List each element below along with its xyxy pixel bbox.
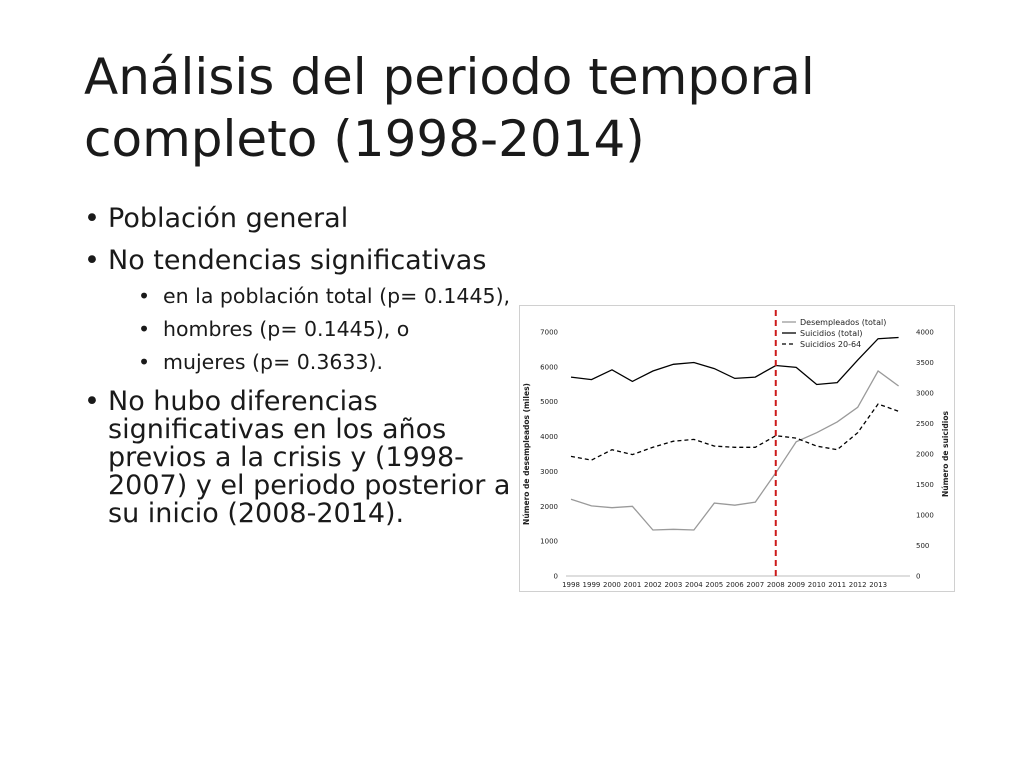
- sub-bullet-mujeres: mujeres (p= 0.3633).: [108, 351, 514, 375]
- y2-tick-label: 1000: [916, 512, 934, 520]
- y2-tick-label: 2500: [916, 420, 934, 428]
- x-tick-label: 2006: [726, 581, 744, 589]
- y-tick-label: 4000: [540, 433, 558, 441]
- x-tick-label: 2002: [644, 581, 662, 589]
- series-line-1: [570, 336, 899, 386]
- x-tick-label: 2008: [767, 581, 785, 589]
- x-tick-label: 2000: [603, 581, 621, 589]
- y2-tick-label: 3500: [916, 359, 934, 367]
- y-tick-label: 3000: [540, 468, 558, 476]
- y-axis-title: Número de desempleados (miles): [522, 383, 531, 525]
- y-tick-label: 6000: [540, 363, 558, 371]
- x-tick-label: 2013: [869, 581, 887, 589]
- x-tick-label: 2010: [808, 581, 826, 589]
- bullet-text: Población general: [108, 203, 349, 234]
- sub-bullet-hombres: hombres (p= 0.1445), o: [108, 318, 514, 342]
- x-tick-label: 2012: [849, 581, 867, 589]
- y2-tick-label: 1500: [916, 481, 934, 489]
- bullet-text: No tendencias significativas: [108, 245, 487, 276]
- y-tick-label: 5000: [540, 398, 558, 406]
- series-line-0: [570, 370, 899, 531]
- sub-bullet-list: en la población total (p= 0.1445), hombr…: [108, 285, 514, 375]
- y2-tick-label: 2000: [916, 451, 934, 459]
- y2-tick-label: 4000: [916, 329, 934, 337]
- y-tick-label: 2000: [540, 503, 558, 511]
- y2-tick-label: 3000: [916, 390, 934, 398]
- x-tick-label: 2005: [705, 581, 723, 589]
- x-tick-label: 1998: [562, 581, 580, 589]
- y2-tick-label: 0: [916, 573, 920, 581]
- y2-tick-label: 500: [916, 542, 929, 550]
- x-tick-label: 2011: [828, 581, 846, 589]
- x-tick-label: 2007: [746, 581, 764, 589]
- slide-title: Análisis del periodo temporal completo (…: [84, 48, 815, 168]
- legend-label: Suicidios 20-64: [800, 340, 861, 349]
- legend-label: Suicidios (total): [800, 329, 862, 338]
- y-tick-label: 7000: [540, 329, 558, 337]
- sub-bullet-poblacion-total: en la población total (p= 0.1445),: [108, 285, 514, 309]
- bullet-no-hubo-diferencias: No hubo diferencias significativas en lo…: [84, 388, 514, 528]
- x-tick-label: 1999: [583, 581, 601, 589]
- bullet-no-tendencias: No tendencias significativas en la pobla…: [84, 245, 514, 375]
- chart-container: 0 1000 2000 3000 4000 5000 6000 7000 0 500 1000 150…: [519, 305, 955, 592]
- x-tick-label: 2009: [787, 581, 805, 589]
- x-tick-label: 2003: [664, 581, 682, 589]
- y2-axis-title: Número de suicidios: [941, 410, 950, 497]
- x-tick-label: 2001: [624, 581, 642, 589]
- line-chart: 0 1000 2000 3000 4000 5000 6000 7000 0 500 1000 150…: [522, 310, 950, 589]
- bullet-text: No hubo diferencias significativas en lo…: [108, 386, 511, 529]
- y-tick-label: 0: [554, 573, 558, 581]
- series-line-2: [570, 403, 899, 461]
- y-tick-label: 1000: [540, 538, 558, 546]
- bullet-poblacion-general: Población general: [84, 203, 514, 234]
- bullet-list: Población general No tendencias signific…: [84, 205, 514, 542]
- legend-label: Desempleados (total): [800, 318, 886, 327]
- x-tick-label: 2004: [685, 581, 703, 589]
